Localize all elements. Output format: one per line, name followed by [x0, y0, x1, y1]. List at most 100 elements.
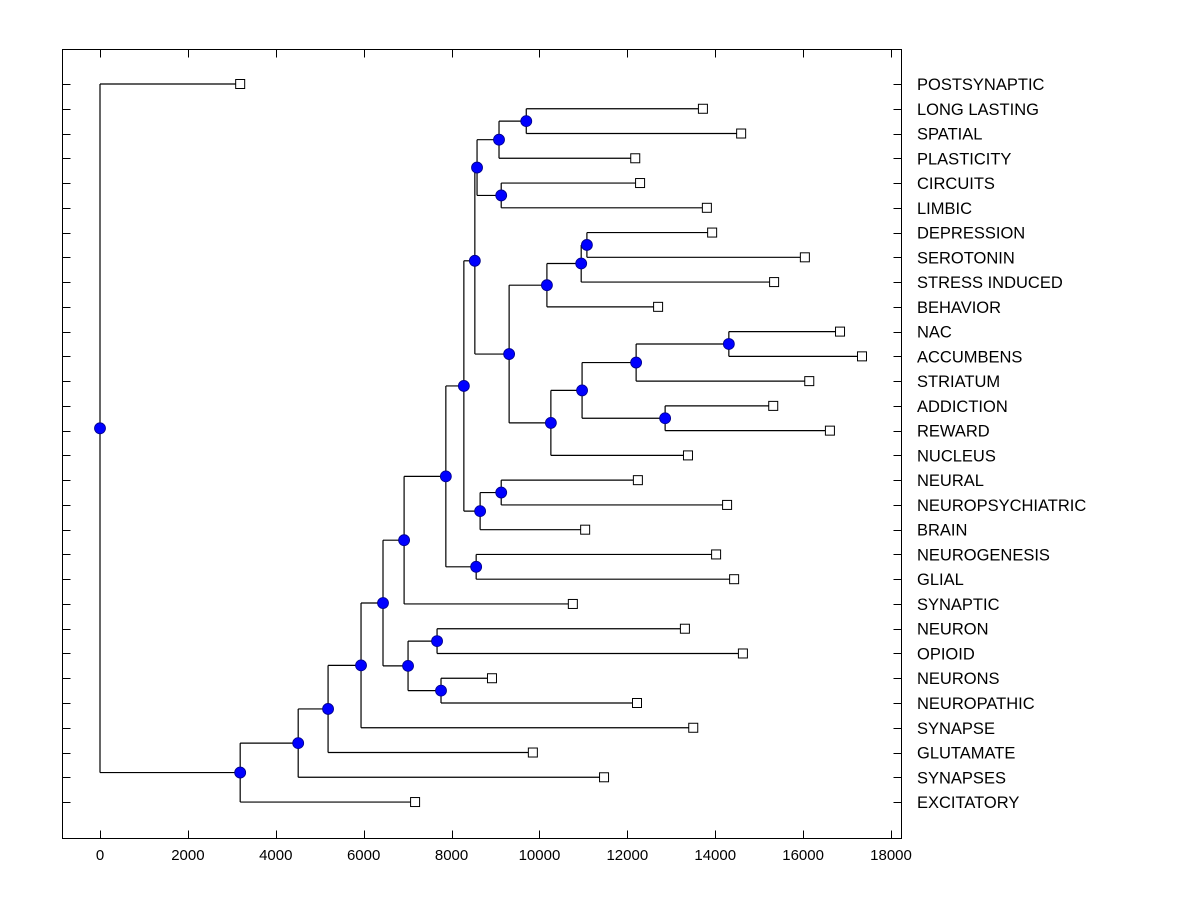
leaf-label: NEURON	[917, 621, 989, 639]
leaf-label: DEPRESSION	[917, 225, 1025, 243]
leaf-node-marker	[486, 673, 497, 684]
internal-node-marker	[94, 422, 106, 435]
internal-node-marker	[630, 356, 643, 369]
leaf-node-marker	[711, 549, 722, 560]
x-tick-label: 4000	[259, 847, 292, 864]
x-tick-label: 8000	[435, 847, 468, 864]
leaf-label: NUCLEUS	[917, 447, 996, 465]
leaf-label: STRESS INDUCED	[917, 274, 1063, 292]
internal-node-marker	[495, 486, 508, 499]
leaf-node-marker	[736, 128, 747, 139]
branch-lines	[99, 83, 862, 803]
leaf-label: EXCITATORY	[917, 794, 1019, 812]
x-tick-label: 14000	[694, 847, 736, 864]
leaf-node-marker	[799, 252, 810, 263]
internal-node-marker	[457, 380, 470, 392]
leaf-label: BEHAVIOR	[917, 299, 1001, 317]
leaf-label: ACCUMBENS	[917, 348, 1022, 366]
leaf-label: BRAIN	[917, 522, 967, 540]
internal-node-marker	[722, 338, 735, 350]
internal-node-marker	[471, 161, 483, 174]
leaf-label: LONG LASTING	[917, 101, 1039, 119]
leaf-node-marker	[679, 623, 690, 634]
leaf-label: LIMBIC	[917, 200, 972, 218]
internal-node-marker	[439, 470, 452, 483]
internal-node-marker	[435, 684, 447, 697]
leaf-node-marker	[235, 79, 246, 89]
internal-node-marker	[503, 348, 516, 360]
internal-node-marker	[234, 766, 247, 779]
leaf-node-marker	[527, 747, 538, 758]
leaf-label: POSTSYNAPTIC	[917, 76, 1045, 94]
x-tick-label: 10000	[519, 847, 561, 864]
leaf-node-marker	[835, 326, 846, 337]
internal-node-marker	[575, 257, 588, 270]
internal-node-marker	[576, 384, 588, 397]
leaf-node-marker	[804, 376, 815, 387]
leaf-label: OPIOID	[917, 645, 975, 663]
leaf-node-marker	[722, 499, 733, 510]
leaf-label: ADDICTION	[917, 398, 1008, 416]
leaf-labels: POSTSYNAPTIC LONG LASTING SPATIAL PLASTICIT…	[917, 76, 1086, 812]
internal-nodes	[94, 115, 735, 779]
internal-node-marker	[431, 635, 443, 647]
x-axis-tick-labels: 0 2000 4000 6000 8000 10000 12000 14000 16000 180…	[96, 847, 912, 864]
leaf-markers	[235, 79, 867, 808]
leaf-label: GLIAL	[917, 571, 964, 589]
x-tick-label: 18000	[870, 847, 912, 864]
internal-node-marker	[355, 659, 367, 672]
leaf-label: NEUROPSYCHIATRIC	[917, 497, 1086, 515]
leaf-node-marker	[856, 351, 867, 362]
leaf-node-marker	[769, 277, 780, 288]
leaf-node-marker	[632, 475, 643, 486]
internal-node-marker	[377, 597, 389, 609]
leaf-node-marker	[635, 178, 646, 189]
leaf-label: GLUTAMATE	[917, 745, 1015, 763]
leaf-node-marker	[707, 227, 718, 238]
internal-node-marker	[470, 560, 483, 573]
x-tick-label: 12000	[606, 847, 648, 864]
leaf-node-marker	[410, 797, 421, 808]
leaf-node-marker	[630, 153, 641, 164]
internal-node-marker	[544, 417, 557, 429]
leaf-label: SEROTONIN	[917, 249, 1015, 267]
internal-node-marker	[322, 703, 334, 715]
leaf-label: NEURAL	[917, 472, 984, 490]
internal-node-marker	[493, 133, 505, 146]
leaf-node-marker	[567, 598, 578, 609]
leaf-label: REWARD	[917, 423, 990, 441]
leaf-label: PLASTICITY	[917, 150, 1011, 168]
x-axis-ticks	[100, 49, 892, 839]
internal-node-marker	[541, 279, 553, 292]
internal-node-marker	[398, 534, 410, 547]
leaf-node-marker	[729, 574, 740, 585]
x-tick-label: 6000	[347, 847, 380, 864]
leaf-node-marker	[580, 524, 591, 535]
leaf-node-marker	[599, 772, 610, 783]
internal-node-marker	[402, 659, 414, 672]
leaf-label: SPATIAL	[917, 126, 982, 144]
leaf-node-marker	[768, 400, 779, 411]
leaf-node-marker	[682, 450, 693, 461]
leaf-node-marker	[701, 202, 712, 213]
plot-frame	[62, 49, 902, 839]
leaf-node-marker	[632, 698, 643, 708]
leaf-node-marker	[824, 425, 835, 436]
leaf-node-marker	[697, 103, 708, 114]
internal-node-marker	[474, 505, 487, 518]
internal-node-marker	[581, 239, 593, 251]
leaf-label: NEUROPATHIC	[917, 695, 1035, 713]
leaf-label: SYNAPTIC	[917, 596, 1000, 614]
leaf-label: SYNAPSE	[917, 720, 995, 738]
leaf-label: STRIATUM	[917, 373, 1000, 391]
internal-node-marker	[659, 412, 672, 425]
internal-node-marker	[468, 254, 481, 267]
internal-node-marker	[292, 737, 305, 750]
leaf-node-marker	[653, 301, 664, 312]
leaf-label: NEURONS	[917, 670, 1000, 688]
x-tick-label: 16000	[782, 847, 824, 864]
leaf-node-marker	[737, 648, 748, 659]
internal-node-marker	[520, 115, 533, 128]
x-tick-label: 0	[96, 847, 104, 864]
